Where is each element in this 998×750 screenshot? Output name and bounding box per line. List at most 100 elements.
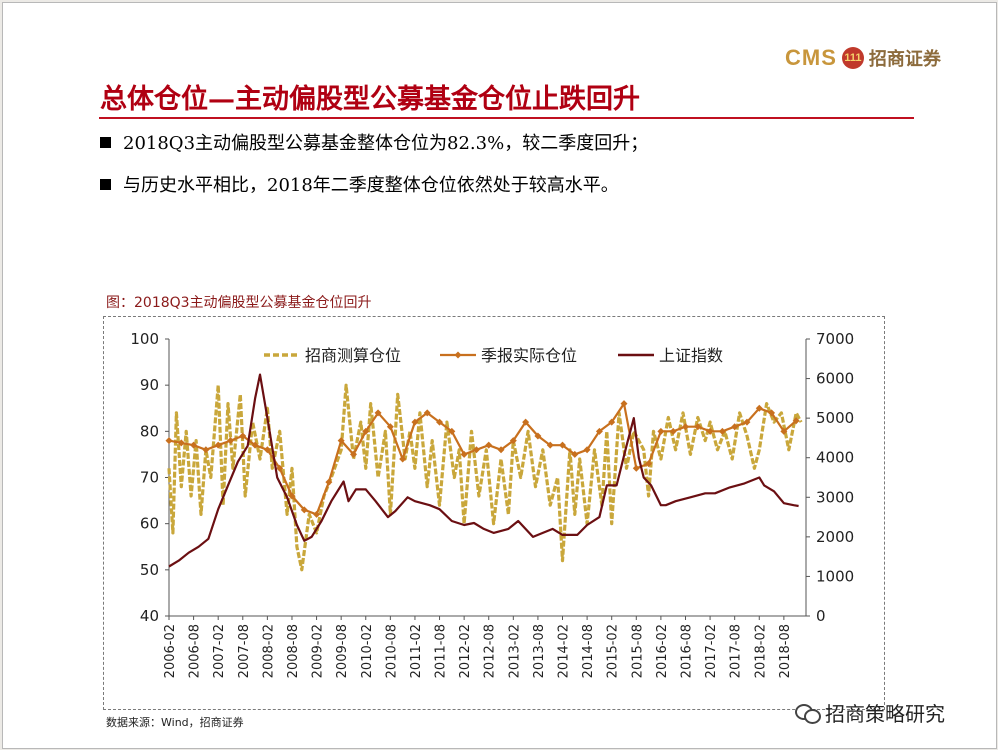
- y-left-tick-label: 50: [140, 561, 159, 579]
- bullet-text: 与历史水平相比，2018年二季度整体仓位依然处于较高水平。: [123, 175, 619, 196]
- quarterly-point: [349, 450, 357, 458]
- quarterly-point: [534, 432, 542, 440]
- x-tick-label: 2017-02: [704, 624, 719, 678]
- quarterly-point: [645, 460, 653, 468]
- quarterly-point: [411, 418, 419, 426]
- quarterly-point: [583, 446, 591, 454]
- x-tick-label: 2016-02: [655, 624, 670, 678]
- wechat-icon: [795, 702, 821, 724]
- quarterly-point: [337, 437, 345, 445]
- x-tick-label: 2009-08: [335, 624, 350, 678]
- logo-cn-text: 招商证券: [868, 49, 941, 70]
- quarterly-point: [632, 464, 640, 472]
- quarterly-point: [755, 404, 763, 412]
- quarterly-point: [472, 446, 480, 454]
- quarterly-point: [362, 427, 370, 435]
- x-tick-label: 2018-02: [753, 624, 768, 678]
- quarterly-point: [792, 417, 800, 425]
- quarterly-point: [743, 418, 751, 426]
- y-left-tick-label: 60: [140, 515, 159, 533]
- quarterly-point: [497, 446, 505, 454]
- quarterly-point: [165, 437, 173, 445]
- x-tick-label: 2007-02: [212, 624, 227, 678]
- quarterly-point: [620, 400, 628, 408]
- x-tick-label: 2006-02: [163, 624, 178, 678]
- series-quarterly-line: [168, 400, 797, 516]
- quarterly-point: [546, 441, 554, 449]
- quarterly-point: [657, 427, 665, 435]
- x-tick-label: 2015-02: [606, 624, 621, 678]
- y-left-tick-label: 80: [140, 422, 159, 440]
- x-tick-label: 2013-02: [507, 624, 522, 678]
- quarterly-point: [780, 427, 788, 435]
- y-left-tick-label: 90: [140, 376, 159, 394]
- x-tick-label: 2018-08: [778, 624, 793, 678]
- bullet-item-2: 与历史水平相比，2018年二季度整体仓位依然处于较高水平。: [100, 171, 619, 197]
- quarterly-point: [522, 418, 530, 426]
- quarterly-point: [669, 427, 677, 435]
- quarterly-point: [509, 437, 517, 445]
- x-tick-label: 2006-08: [188, 624, 203, 678]
- wechat-label: 招商策略研究: [825, 702, 945, 726]
- slide-title: 总体仓位—主动偏股型公募基金仓位止跌回升: [100, 84, 640, 115]
- quarterly-point: [399, 455, 407, 463]
- bullet-square-icon: [100, 178, 111, 190]
- x-tick-label: 2010-08: [384, 624, 399, 678]
- x-tick-label: 2014-02: [557, 624, 572, 678]
- legend-quarterly-label: 季报实际仓位: [481, 346, 577, 365]
- quarterly-point: [706, 427, 714, 435]
- wechat-watermark: 招商策略研究: [795, 698, 945, 727]
- company-logo: CMS 111 招商证券: [785, 43, 941, 73]
- quarterly-point: [485, 441, 493, 449]
- quarterly-point: [436, 418, 444, 426]
- quarterly-point: [718, 427, 726, 435]
- x-tick-label: 2016-08: [679, 624, 694, 678]
- legend-estimate-label: 招商测算仓位: [305, 346, 401, 365]
- quarterly-point: [571, 450, 579, 458]
- quarterly-point: [263, 446, 271, 454]
- y-left-tick-label: 40: [140, 607, 159, 625]
- quarterly-point: [608, 418, 616, 426]
- x-tick-label: 2012-08: [483, 624, 498, 678]
- position-chart: 4050607080901000100020003000400050006000…: [130, 330, 854, 678]
- quarterly-point: [423, 409, 431, 417]
- logo-cms-text: CMS: [785, 45, 837, 70]
- y-right-tick-label: 2000: [816, 528, 854, 546]
- y-right-tick-label: 1000: [816, 567, 854, 585]
- bullet-text: 2018Q3主动偏股型公募基金整体仓位为82.3%，较二季度回升；: [123, 133, 649, 154]
- legend-index-label: 上证指数: [659, 346, 723, 365]
- x-tick-label: 2017-08: [729, 624, 744, 678]
- x-tick-label: 2011-02: [409, 624, 424, 678]
- quarterly-point: [177, 439, 185, 447]
- quarterly-point: [190, 441, 198, 449]
- quarterly-point: [681, 423, 689, 431]
- quarterly-point: [214, 441, 222, 449]
- title-divider: [99, 117, 914, 119]
- quarterly-point: [559, 441, 567, 449]
- y-right-tick-label: 5000: [816, 409, 854, 427]
- x-tick-label: 2013-08: [532, 624, 547, 678]
- quarterly-point: [226, 437, 234, 445]
- quarterly-point: [448, 427, 456, 435]
- x-tick-label: 2007-08: [237, 624, 252, 678]
- x-tick-label: 2008-02: [261, 624, 276, 678]
- y-left-tick-label: 70: [140, 469, 159, 487]
- quarterly-point: [239, 432, 247, 440]
- x-tick-label: 2011-08: [434, 624, 449, 678]
- quarterly-point: [276, 464, 284, 472]
- y-right-tick-label: 3000: [816, 488, 854, 506]
- y-right-tick-label: 0: [816, 607, 826, 625]
- x-tick-label: 2009-02: [311, 624, 326, 678]
- x-tick-label: 2010-02: [360, 624, 375, 678]
- quarterly-point: [251, 441, 259, 449]
- quarterly-point: [768, 409, 776, 417]
- quarterly-point: [731, 423, 739, 431]
- quarterly-point: [595, 427, 603, 435]
- chart-frame: 40 50 60 70 80 90 100 0 1000 2000 3000 4000 5000 6000…: [103, 316, 885, 710]
- series-index-line: [168, 373, 799, 568]
- series-estimate-line: [167, 383, 803, 572]
- y-right-tick-label: 4000: [816, 449, 854, 467]
- quarterly-point: [313, 510, 321, 518]
- quarterly-point: [325, 478, 333, 486]
- quarterly-point: [288, 492, 296, 500]
